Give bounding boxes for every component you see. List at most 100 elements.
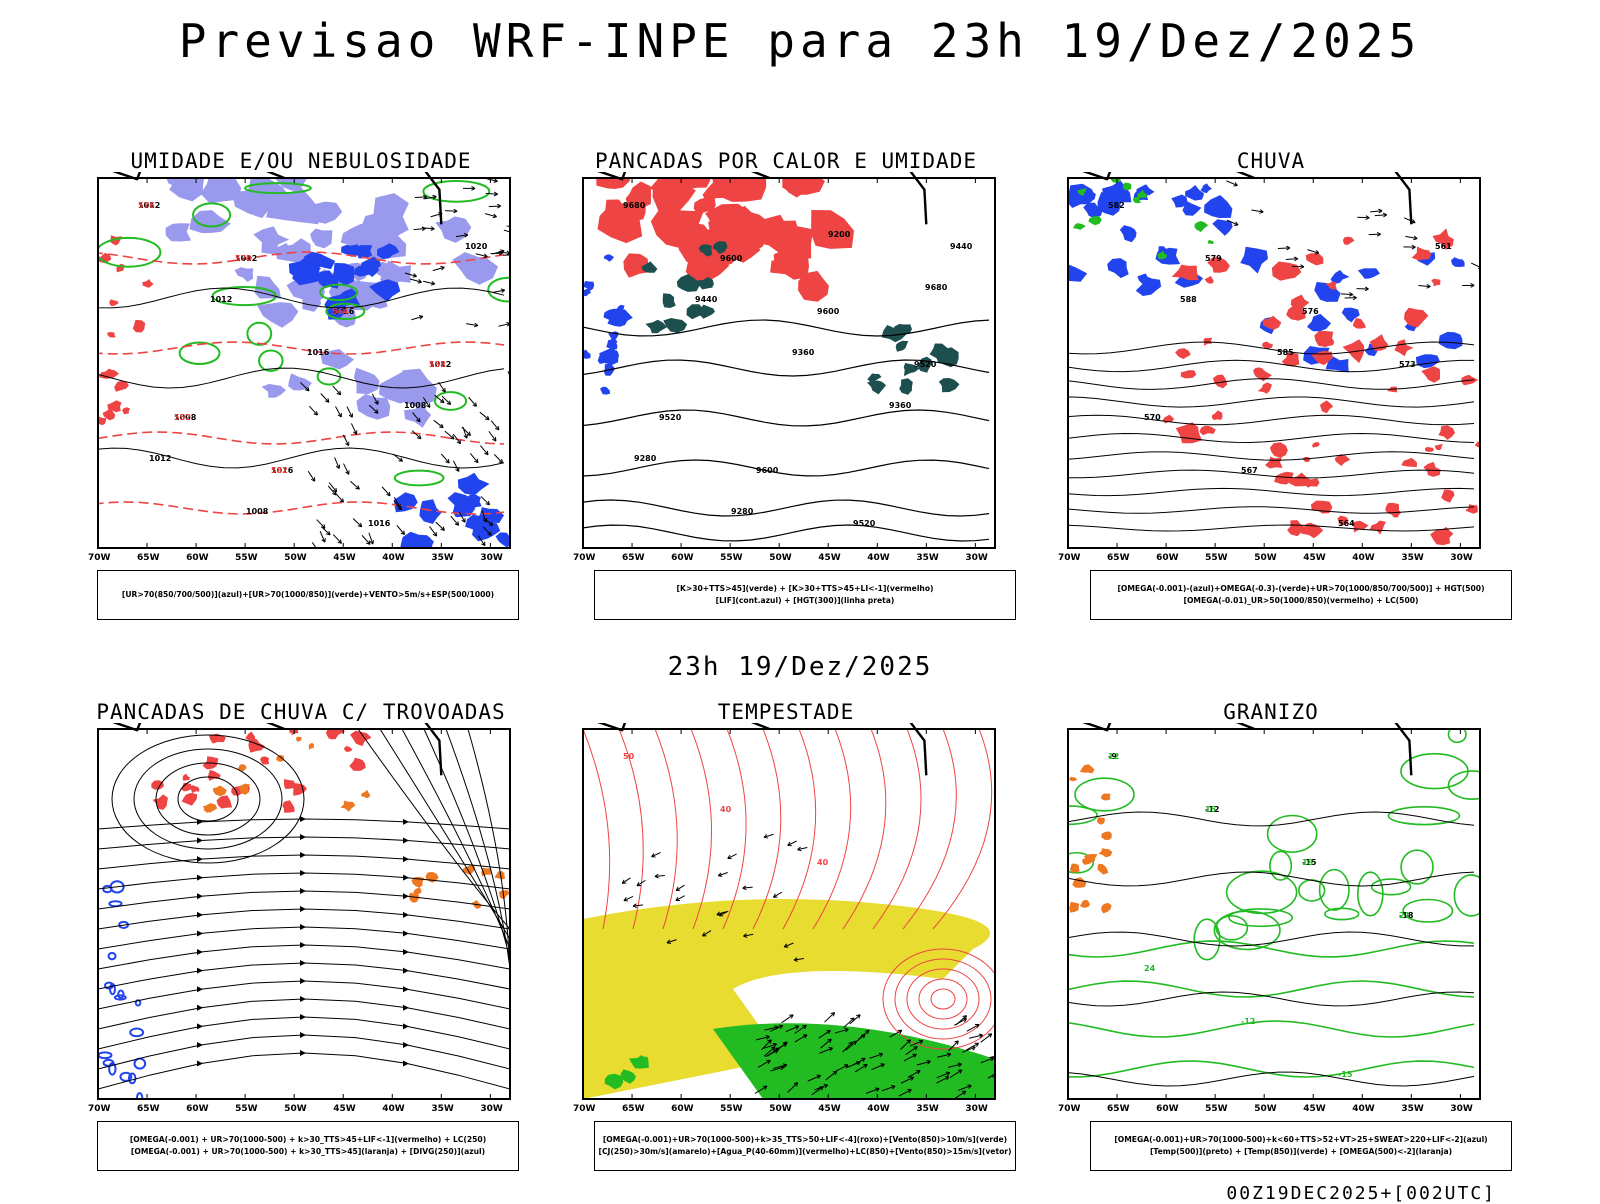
contour-label: 582 xyxy=(271,466,288,475)
wind-vector xyxy=(436,522,445,530)
streamline-red xyxy=(933,729,992,929)
wind-vector xyxy=(990,1054,1003,1058)
legend-umidade: [UR>70(850/700/500)](azul)+[UR>70(1000/8… xyxy=(97,570,519,620)
omega-area-blue xyxy=(1185,185,1204,201)
rain-area-red xyxy=(1343,237,1354,245)
omega-area-blue xyxy=(1307,314,1331,332)
streamline xyxy=(98,855,510,869)
omega-area-orange xyxy=(1099,848,1113,857)
storm-area-red xyxy=(344,746,353,752)
lon-label: 50W xyxy=(769,553,792,562)
contour-label: 9200 xyxy=(828,230,851,239)
legend-chuva: [OMEGA(-0.001)-(azul)+OMEGA(-0.3)-(verde… xyxy=(1090,570,1512,620)
rain-area-red xyxy=(1412,247,1431,261)
temp850-contour xyxy=(1401,850,1433,884)
streamline-arrow xyxy=(300,924,306,930)
streamline xyxy=(424,729,510,959)
panel-title-tempestade: TEMPESTADE xyxy=(571,700,1001,724)
thickness-marks xyxy=(94,416,106,425)
contour-label: 9600 xyxy=(817,307,840,316)
rain-area-red xyxy=(1312,442,1320,447)
thickness-marks xyxy=(122,407,130,414)
wind-vector xyxy=(844,1018,854,1027)
rain-area-red xyxy=(1272,262,1302,281)
streamline-arrow xyxy=(197,1042,203,1048)
temp850-contour xyxy=(1068,1021,1474,1037)
panel-title-granizo: GRANIZO xyxy=(1056,700,1486,724)
lon-label: 60W xyxy=(186,553,209,562)
contour-label: 40 xyxy=(817,858,829,867)
rain-area-red xyxy=(1401,458,1417,467)
contour-label: 9520 xyxy=(659,413,682,422)
height-contour xyxy=(1068,397,1474,407)
lon-label: 55W xyxy=(720,1104,743,1113)
height-contour xyxy=(1068,488,1474,495)
streamline-arrow xyxy=(300,1032,306,1038)
wind-vector xyxy=(333,386,341,395)
streamline-red xyxy=(723,729,746,929)
omega-area-blue xyxy=(1439,332,1463,349)
storm-area-red xyxy=(260,757,269,765)
wind-vector xyxy=(309,406,317,415)
rain-area-red xyxy=(1175,348,1191,359)
contour-label: 573 xyxy=(1399,360,1416,369)
wind-vector xyxy=(469,397,477,406)
wind-vector-head xyxy=(315,548,319,552)
rain-area-red xyxy=(1320,401,1333,414)
contour-label: 9600 xyxy=(756,466,779,475)
streamline-arrow xyxy=(197,949,203,955)
wind-vector-head xyxy=(1001,1071,1005,1074)
rain-area-red xyxy=(1423,462,1440,477)
contour-label: 582 xyxy=(1108,201,1125,210)
instability-area-teal xyxy=(867,381,886,395)
temp850-contour xyxy=(1454,875,1488,916)
rain-area-red xyxy=(1431,279,1440,287)
contour-label: 24 xyxy=(1144,964,1156,973)
omega-area-blue xyxy=(1416,354,1440,368)
height-contour xyxy=(583,320,989,336)
streamline-arrow xyxy=(197,930,203,936)
lon-label: 35W xyxy=(431,553,454,562)
lon-label: 70W xyxy=(573,553,596,562)
mid-title: 23h 19/Dez/2025 xyxy=(0,652,1600,682)
rain-area-red xyxy=(1262,342,1273,349)
contour-label: 558 xyxy=(429,360,446,369)
lon-label: 45W xyxy=(818,553,841,562)
contour-label: 579 xyxy=(1205,254,1222,263)
lon-label: 30W xyxy=(480,1104,503,1113)
wind-vector xyxy=(510,324,522,326)
streamline-arrow xyxy=(197,838,203,844)
lon-label: 50W xyxy=(1254,1104,1277,1113)
wind-vector xyxy=(412,431,421,439)
lon-label: 35W xyxy=(431,1104,454,1113)
lon-label: 60W xyxy=(1156,553,1179,562)
humidity-contour-green xyxy=(97,238,160,267)
height-contour xyxy=(583,525,989,541)
streamline xyxy=(98,891,510,909)
streamline-arrow xyxy=(300,960,306,966)
omega-area-orange xyxy=(1080,764,1095,773)
streamline-loop xyxy=(112,735,304,863)
lon-label: 55W xyxy=(235,553,258,562)
rain-area-red xyxy=(1370,521,1386,535)
streamline-arrow xyxy=(197,968,203,974)
contour-label: 12 xyxy=(1108,752,1119,761)
temp850-contour xyxy=(1299,880,1325,901)
contour-label: 552 xyxy=(174,413,191,422)
height-contour xyxy=(583,500,989,516)
streamline-arrow xyxy=(300,816,306,822)
storm-area-orange xyxy=(213,786,227,797)
rain-area-red xyxy=(1258,382,1272,393)
omega-area-orange xyxy=(1070,864,1080,873)
rain-area-red xyxy=(1438,426,1455,440)
streamline-arrow xyxy=(197,875,203,881)
lon-label: 40W xyxy=(867,553,890,562)
map-granizo: -9-12-15-181215182124-12-1512S15S18S21S2… xyxy=(1032,723,1502,1113)
footer-run-stamp: 00Z19DEC2025+[002UTC] xyxy=(1226,1183,1496,1204)
omega-area-blue xyxy=(1451,257,1465,267)
height-contour xyxy=(1068,434,1474,443)
rain-area-red xyxy=(1441,489,1454,502)
divergence-contour xyxy=(109,901,121,906)
streamline-red xyxy=(783,729,816,929)
